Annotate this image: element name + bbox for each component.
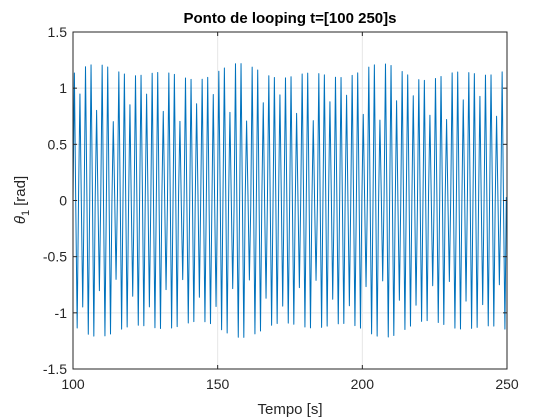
chart-title: Ponto de looping t=[100 250]s	[184, 10, 397, 27]
y-tick-label: -0.5	[43, 249, 67, 265]
series-line-theta1	[72, 63, 507, 338]
y-tick-label: 0	[59, 193, 67, 209]
x-tick-label: 200	[351, 376, 375, 392]
y-tick-label: -1	[55, 305, 68, 321]
x-tick-label: 150	[206, 376, 230, 392]
y-axis-label: θ1 [rad]	[12, 176, 32, 224]
x-axis-label: Tempo [s]	[257, 401, 322, 418]
y-axis: -1.5 -1 -0.5 0 0.5 1 1.5	[43, 24, 507, 377]
y-axis-label-unit: [rad]	[12, 176, 29, 206]
x-tick-label: 250	[495, 376, 519, 392]
y-tick-label: 1	[59, 80, 67, 96]
x-axis: 100 150 200 250	[61, 32, 519, 392]
x-tick-label: 100	[61, 376, 85, 392]
y-tick-label: 1.5	[48, 24, 68, 40]
y-tick-label: 0.5	[48, 136, 68, 152]
y-axis-label-subscript: 1	[20, 210, 32, 216]
y-tick-label: -1.5	[43, 361, 67, 377]
series-layer	[72, 63, 507, 338]
y-axis-label-symbol: θ	[12, 216, 29, 224]
